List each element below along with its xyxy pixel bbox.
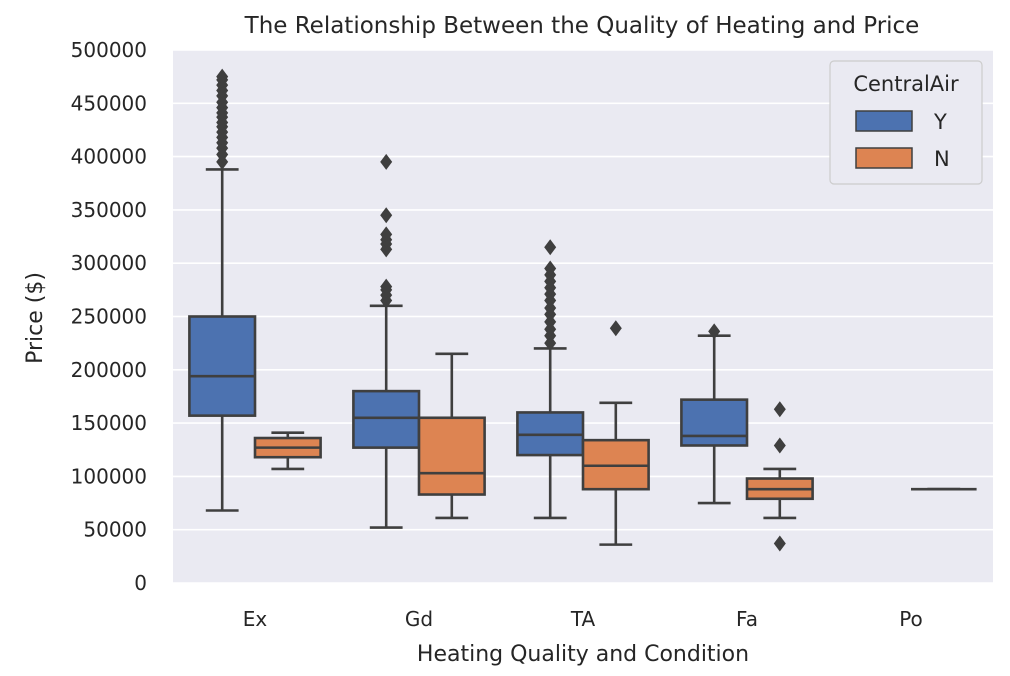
box-Y-Fa <box>680 323 749 505</box>
outlier-point <box>773 401 786 418</box>
y-axis-label: Price ($) <box>23 272 48 364</box>
y-tick-label: 350000 <box>71 198 147 222</box>
x-tick-label: Fa <box>736 607 758 631</box>
outlier-point <box>544 239 557 256</box>
x-tick-label: TA <box>570 607 596 631</box>
outlier-point <box>609 320 622 337</box>
y-tick-label: 450000 <box>71 91 147 115</box>
boxes <box>188 68 977 552</box>
box-N-TA <box>581 320 650 546</box>
outlier-point <box>773 437 786 454</box>
legend-swatch <box>855 110 913 132</box>
outlier-point <box>380 153 393 170</box>
y-tick-labels: 0 50000 100000 150000 200000 250000 300000 3500… <box>71 38 147 595</box>
outlier-point <box>380 226 393 243</box>
y-tick-label: 50000 <box>83 518 147 542</box>
y-tick-label: 200000 <box>71 358 147 382</box>
y-tick-label: 300000 <box>71 251 147 275</box>
y-tick-label: 500000 <box>71 38 147 62</box>
x-tick-label: Gd <box>405 607 433 631</box>
legend-label: N <box>934 147 950 171</box>
box-body <box>417 416 486 496</box>
box-body <box>352 389 421 449</box>
y-tick-label: 0 <box>134 571 147 595</box>
box-body <box>188 315 257 417</box>
x-axis-label: Heating Quality and Condition <box>417 642 749 667</box>
y-tick-label: 100000 <box>71 464 147 488</box>
outlier-point <box>380 207 393 224</box>
legend: CentralAir YN <box>829 60 983 185</box>
box-N-Fa <box>745 401 814 552</box>
y-tick-label: 250000 <box>71 305 147 329</box>
box-N-Ex <box>253 431 322 471</box>
box-body <box>680 398 749 447</box>
x-tick-label: Po <box>899 607 923 631</box>
outlier-point <box>544 260 557 277</box>
x-tick-label: Ex <box>243 607 268 631</box>
box-N-Gd <box>417 352 486 520</box>
legend-swatch <box>855 147 913 169</box>
y-tick-label: 400000 <box>71 145 147 169</box>
box-Y-Ex <box>188 68 257 512</box>
outlier-point <box>380 278 393 295</box>
legend-entries: YN <box>855 110 950 171</box>
box-Y-Gd <box>352 153 421 529</box>
chart-title: The Relationship Between the Quality of … <box>244 13 920 39</box>
legend-label: Y <box>933 110 947 134</box>
outlier-point <box>708 323 721 340</box>
legend-title: CentralAir <box>853 72 959 96</box>
outlier-point <box>216 68 229 85</box>
outlier-point <box>773 535 786 552</box>
y-tick-label: 150000 <box>71 411 147 435</box>
box-Y-TA <box>516 239 585 520</box>
x-tick-labels: Ex Gd TA Fa Po <box>243 607 923 631</box>
